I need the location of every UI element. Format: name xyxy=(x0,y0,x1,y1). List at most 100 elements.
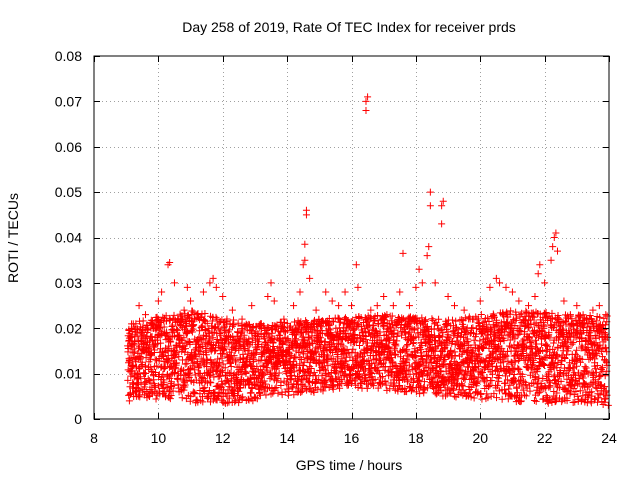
data-point xyxy=(448,352,456,360)
data-point xyxy=(302,206,310,214)
data-point xyxy=(141,379,149,387)
data-point xyxy=(483,390,491,398)
data-point xyxy=(601,372,609,380)
data-point xyxy=(195,327,203,335)
data-point xyxy=(402,329,410,337)
data-point xyxy=(144,375,152,383)
data-point xyxy=(169,387,177,395)
data-point xyxy=(402,373,410,381)
data-point xyxy=(514,364,522,372)
data-point xyxy=(187,354,195,362)
data-point xyxy=(278,322,286,330)
data-point xyxy=(529,369,537,377)
data-point xyxy=(296,360,304,368)
data-point xyxy=(128,363,136,371)
data-point xyxy=(145,345,153,353)
data-point xyxy=(498,395,506,403)
data-point xyxy=(525,333,533,341)
data-point xyxy=(137,355,145,363)
data-point xyxy=(410,326,418,334)
data-point xyxy=(460,360,468,368)
data-point xyxy=(560,332,568,340)
data-point xyxy=(130,348,138,356)
data-point xyxy=(499,358,507,366)
data-point xyxy=(187,326,195,334)
data-point xyxy=(558,398,566,406)
data-point xyxy=(473,377,481,385)
data-point xyxy=(359,328,367,336)
data-point xyxy=(452,317,460,325)
data-point xyxy=(565,365,573,373)
data-point xyxy=(493,362,501,370)
data-point xyxy=(510,378,518,386)
data-point xyxy=(571,377,579,385)
data-point xyxy=(396,363,404,371)
data-point xyxy=(245,320,253,328)
data-point xyxy=(448,316,456,324)
data-point xyxy=(532,336,540,344)
data-point xyxy=(366,346,374,354)
data-point xyxy=(502,389,510,397)
data-point xyxy=(534,270,542,278)
data-point xyxy=(500,337,508,345)
data-point xyxy=(581,363,589,371)
data-point xyxy=(231,336,239,344)
data-point xyxy=(530,359,538,367)
data-point xyxy=(274,374,282,382)
data-point xyxy=(551,360,559,368)
data-point xyxy=(355,321,363,329)
data-point xyxy=(158,288,166,296)
data-point xyxy=(593,351,601,359)
data-point xyxy=(554,359,562,367)
data-point xyxy=(383,311,391,319)
data-point xyxy=(388,312,396,320)
data-point xyxy=(253,395,261,403)
data-point xyxy=(196,335,204,343)
data-point xyxy=(495,371,503,379)
data-point xyxy=(485,382,493,390)
data-point xyxy=(167,338,175,346)
data-point xyxy=(425,243,433,251)
data-point xyxy=(267,279,275,287)
data-point xyxy=(557,377,565,385)
data-point xyxy=(540,322,548,330)
data-point xyxy=(174,380,182,388)
data-point xyxy=(275,369,283,377)
y-tick-label: 0.06 xyxy=(55,139,82,155)
data-point xyxy=(206,279,214,287)
data-point xyxy=(513,389,521,397)
data-point xyxy=(310,316,318,324)
data-point xyxy=(573,362,581,370)
data-point xyxy=(398,316,406,324)
data-point xyxy=(186,369,194,377)
data-point xyxy=(502,352,510,360)
data-point xyxy=(466,390,474,398)
data-point xyxy=(534,364,542,372)
data-point xyxy=(526,339,534,347)
data-point xyxy=(301,256,309,264)
data-point xyxy=(347,371,355,379)
data-point xyxy=(250,393,258,401)
data-point xyxy=(354,383,362,391)
data-point xyxy=(573,380,581,388)
data-point xyxy=(490,390,498,398)
data-point xyxy=(135,302,143,310)
data-point xyxy=(183,283,191,291)
data-point xyxy=(295,384,303,392)
data-point xyxy=(259,371,267,379)
data-point xyxy=(318,329,326,337)
data-point xyxy=(228,306,236,314)
data-point xyxy=(160,323,168,331)
data-point xyxy=(227,363,235,371)
data-point xyxy=(442,392,450,400)
data-point xyxy=(423,252,431,260)
data-point xyxy=(419,368,427,376)
data-point xyxy=(202,351,210,359)
data-point xyxy=(407,350,415,358)
data-point xyxy=(354,283,362,291)
data-point xyxy=(172,325,180,333)
data-point xyxy=(492,274,500,282)
data-point xyxy=(434,325,442,333)
data-point xyxy=(434,321,442,329)
data-point xyxy=(437,368,445,376)
